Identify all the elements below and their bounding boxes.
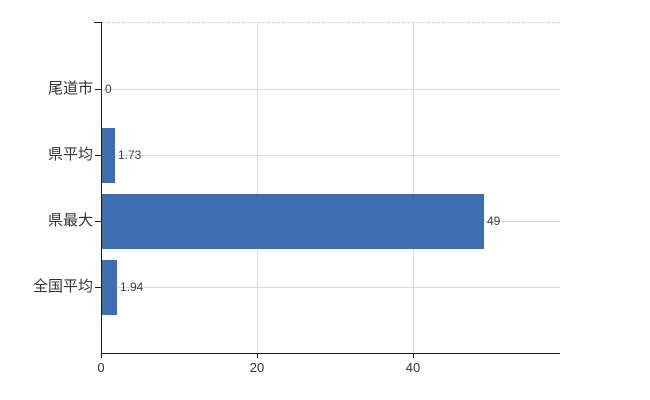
value-label: 0	[105, 82, 112, 96]
value-label: 1.94	[120, 280, 144, 294]
row-gridline	[102, 287, 560, 288]
category-label: 尾道市	[47, 80, 93, 97]
value-label: 49	[487, 214, 501, 228]
y-axis-tick	[95, 89, 102, 90]
y-axis-tick	[95, 221, 102, 222]
x-axis-tick	[257, 353, 258, 358]
x-axis-line	[101, 353, 560, 354]
x-tick-label: 0	[97, 360, 105, 375]
x-tick-label: 40	[405, 360, 421, 375]
x-axis-tick	[413, 353, 414, 358]
bar	[102, 194, 484, 249]
y-axis-tick	[95, 155, 102, 156]
bar	[102, 128, 115, 183]
y-axis-line	[101, 22, 102, 353]
x-tick-label: 20	[249, 360, 265, 375]
x-axis-tick	[101, 353, 102, 358]
row-gridline	[102, 155, 560, 156]
row-gridline	[102, 89, 560, 90]
y-axis-top-tick	[94, 22, 101, 23]
bar	[102, 260, 117, 315]
category-label: 県平均	[47, 146, 93, 163]
vertical-gridline-40	[413, 22, 414, 353]
value-label: 1.73	[118, 148, 142, 162]
vertical-gridline-20	[257, 22, 258, 353]
category-label: 全国平均	[32, 278, 93, 295]
y-axis-tick	[95, 287, 102, 288]
category-label: 県最大	[47, 212, 93, 229]
plot-top-gridline	[102, 22, 560, 23]
